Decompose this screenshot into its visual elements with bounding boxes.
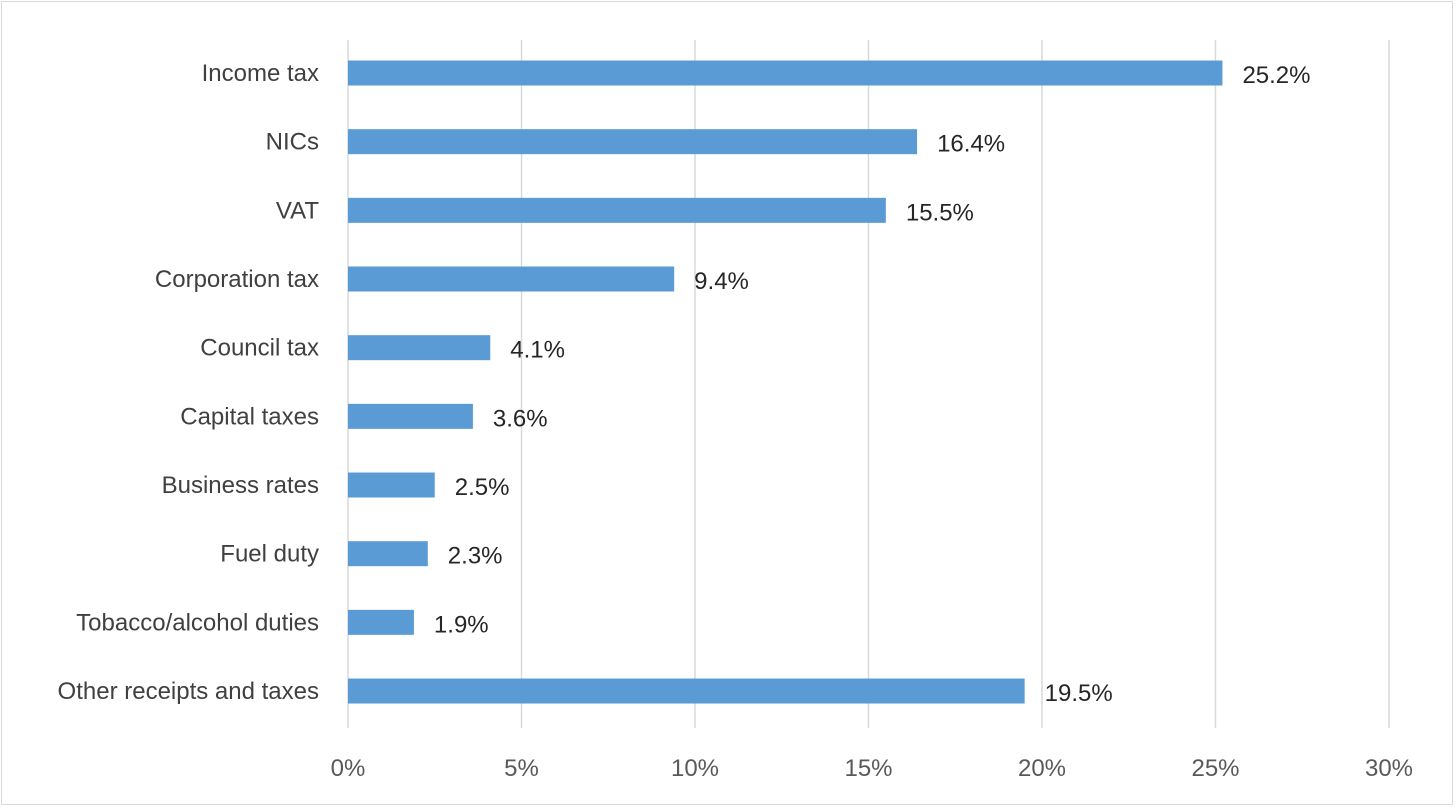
data-label: 16.4%: [937, 131, 1005, 158]
data-label: 4.1%: [510, 337, 565, 364]
category-label: Other receipts and taxes: [58, 678, 319, 705]
data-label: 9.4%: [694, 268, 749, 295]
category-label: Corporation tax: [155, 266, 319, 293]
category-label: Fuel duty: [220, 541, 319, 568]
bars: [348, 60, 1223, 704]
bar: [348, 266, 675, 292]
x-axis-tick-labels: 0% 5% 10% 15% 20% 25% 30%: [331, 755, 1413, 782]
category-label: Council tax: [200, 335, 319, 362]
x-tick-label: 10%: [671, 755, 719, 782]
bar: [348, 335, 491, 361]
bar: [348, 541, 428, 567]
bar: [348, 197, 886, 223]
category-labels: Income tax NICs VAT Corporation tax Council …: [58, 60, 320, 705]
x-tick-label: 15%: [844, 755, 892, 782]
x-tick-label: 20%: [1018, 755, 1066, 782]
category-label: Income tax: [202, 60, 319, 87]
x-tick-label: 25%: [1191, 755, 1239, 782]
x-tick-label: 0%: [331, 755, 366, 782]
data-label: 25.2%: [1242, 62, 1310, 89]
bar: [348, 609, 414, 635]
x-tick-label: 5%: [504, 755, 539, 782]
bar: [348, 60, 1223, 86]
bar: [348, 472, 435, 498]
bar: [348, 129, 918, 155]
data-label: 19.5%: [1045, 680, 1113, 707]
category-label: Business rates: [162, 472, 319, 499]
data-label: 3.6%: [493, 405, 548, 432]
data-label: 2.3%: [448, 543, 503, 570]
bar: [348, 403, 473, 429]
data-label: 15.5%: [906, 199, 974, 226]
data-labels: 25.2% 16.4% 15.5% 9.4% 4.1% 3.6% 2.5% 2.3% 1.9% 1…: [434, 62, 1311, 707]
category-label: VAT: [276, 197, 319, 224]
x-tick-label: 30%: [1365, 755, 1413, 782]
data-label: 1.9%: [434, 611, 489, 638]
category-label: NICs: [266, 129, 319, 156]
bar: [348, 678, 1025, 704]
data-label: 2.5%: [455, 474, 510, 501]
category-label: Tobacco/alcohol duties: [76, 609, 319, 636]
category-label: Capital taxes: [180, 403, 319, 430]
